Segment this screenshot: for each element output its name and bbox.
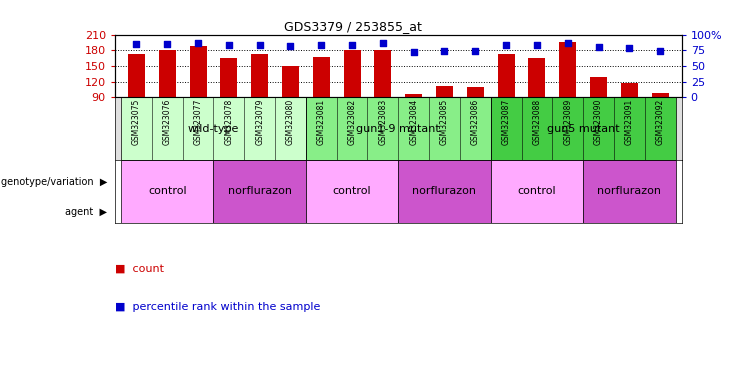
Text: GSM323080: GSM323080	[286, 99, 295, 145]
Text: GSM323086: GSM323086	[471, 99, 480, 145]
Text: norflurazon: norflurazon	[597, 186, 662, 196]
Bar	[491, 160, 583, 223]
Bar	[121, 97, 306, 160]
Point	[377, 40, 389, 46]
Point	[130, 41, 142, 47]
Text: GSM323085: GSM323085	[440, 99, 449, 145]
Text: GSM323077: GSM323077	[193, 99, 202, 145]
Point	[285, 43, 296, 49]
Bar	[306, 160, 399, 223]
Point	[562, 40, 574, 46]
Bar	[621, 83, 638, 97]
Bar	[344, 50, 361, 97]
Text: GSM323076: GSM323076	[163, 99, 172, 145]
Point	[593, 44, 605, 50]
Text: GSM323091: GSM323091	[625, 99, 634, 145]
Text: control: control	[518, 186, 556, 196]
Point	[408, 49, 419, 55]
Point	[346, 42, 358, 48]
Text: agent  ▶: agent ▶	[65, 207, 107, 217]
Bar	[213, 160, 306, 223]
Bar	[528, 58, 545, 97]
Text: GSM323078: GSM323078	[225, 99, 233, 145]
Text: GSM323079: GSM323079	[255, 99, 264, 145]
Bar	[313, 56, 330, 97]
Bar	[399, 160, 491, 223]
Bar	[121, 160, 213, 223]
Text: control: control	[148, 186, 187, 196]
Point	[654, 48, 666, 55]
Bar	[583, 160, 676, 223]
Text: GSM323075: GSM323075	[132, 99, 141, 145]
Bar	[251, 54, 268, 97]
Point	[316, 42, 328, 48]
Text: GSM323090: GSM323090	[594, 99, 603, 145]
Bar	[159, 50, 176, 97]
Bar	[374, 50, 391, 97]
Text: ■  percentile rank within the sample: ■ percentile rank within the sample	[115, 302, 320, 312]
Text: genotype/variation  ▶: genotype/variation ▶	[1, 177, 107, 187]
Bar	[559, 42, 576, 97]
Point	[531, 42, 543, 48]
Bar	[498, 55, 514, 97]
Text: gun5 mutant: gun5 mutant	[547, 124, 619, 134]
Bar	[220, 58, 237, 97]
Bar	[467, 87, 484, 97]
Text: norflurazon: norflurazon	[413, 186, 476, 196]
Text: norflurazon: norflurazon	[227, 186, 292, 196]
Point	[623, 45, 635, 51]
Text: gun1-9 mutant: gun1-9 mutant	[356, 124, 440, 134]
Text: GSM323092: GSM323092	[656, 99, 665, 145]
Text: control: control	[333, 186, 371, 196]
Point	[162, 41, 173, 47]
Point	[439, 48, 451, 55]
Text: GSM323087: GSM323087	[502, 99, 511, 145]
Bar	[651, 93, 668, 97]
Text: ■  count: ■ count	[115, 264, 164, 274]
Text: GSM323084: GSM323084	[409, 99, 418, 145]
Point	[500, 42, 512, 48]
Point	[192, 40, 204, 46]
Title: GDS3379 / 253855_at: GDS3379 / 253855_at	[284, 20, 422, 33]
Bar	[128, 55, 145, 97]
Point	[223, 42, 235, 48]
Text: GSM323083: GSM323083	[379, 99, 388, 145]
Point	[253, 42, 265, 48]
Text: GSM323089: GSM323089	[563, 99, 572, 145]
Bar	[590, 78, 607, 97]
Text: wild-type: wild-type	[187, 124, 239, 134]
Bar	[405, 94, 422, 97]
Text: GSM323088: GSM323088	[533, 99, 542, 145]
Bar	[436, 86, 453, 97]
Text: GSM323081: GSM323081	[316, 99, 326, 145]
Bar	[282, 66, 299, 97]
Bar	[491, 97, 676, 160]
Point	[469, 48, 481, 54]
Bar	[190, 46, 207, 97]
Text: GSM323082: GSM323082	[348, 99, 356, 145]
Bar	[306, 97, 491, 160]
